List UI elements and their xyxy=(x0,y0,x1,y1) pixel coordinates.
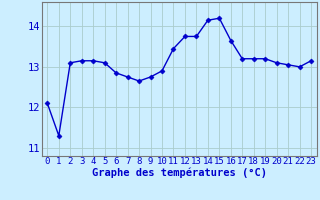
X-axis label: Graphe des températures (°C): Graphe des températures (°C) xyxy=(92,168,267,178)
